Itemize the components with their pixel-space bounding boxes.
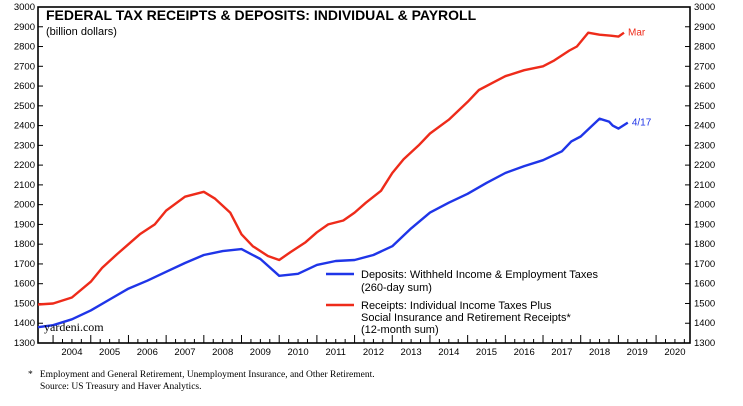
y-tick-label-right: 2000 (694, 200, 715, 211)
x-axis: 2004 2005 2006 2007 2008 2009 2010 2011 2012 2013… (52, 335, 685, 358)
x-tick-label: 2015 (476, 347, 497, 358)
x-tick-label: 2006 (137, 347, 158, 358)
y-tick-label-left: 1600 (14, 279, 35, 290)
x-tick-label: 2017 (551, 347, 572, 358)
x-tick-label: 2013 (401, 347, 422, 358)
legend-label-deposits: Deposits: Withheld Income & Employment T… (361, 269, 599, 281)
series-line-receipts (37, 31, 625, 306)
y-tick-label-right: 2500 (694, 101, 715, 112)
end-label-receipts: Mar (628, 28, 646, 39)
chart: 1300 1400 1500 1600 1700 1800 1900 2000 2100 2200… (14, 2, 715, 358)
y-tick-label-left: 2500 (14, 101, 35, 112)
y-tick-label-right: 1800 (694, 239, 715, 250)
x-tick-label: 2007 (174, 347, 195, 358)
y-tick-label-left: 2300 (14, 140, 35, 151)
y-tick-label-right: 2300 (694, 140, 715, 151)
y-axis-left: 1300 1400 1500 1600 1700 1800 1900 2000 2100 2200… (14, 2, 43, 349)
x-tick-label: 2004 (61, 347, 82, 358)
y-tick-label-right: 1700 (694, 259, 715, 270)
y-tick-label-left: 1500 (14, 298, 35, 309)
watermark: yardeni.com (44, 320, 104, 334)
y-tick-label-left: 1900 (14, 219, 35, 230)
series-line-deposits (37, 117, 629, 329)
legend-label-receipts-line2: Social Insurance and Retirement Receipts… (361, 312, 571, 324)
legend-label-receipts-line3: (12-month sum) (361, 324, 439, 336)
footnote-text: Employment and General Retirement, Unemp… (39, 370, 375, 380)
y-tick-label-left: 2700 (14, 61, 35, 72)
x-tick-label: 2005 (99, 347, 120, 358)
y-tick-label-left: 2600 (14, 81, 35, 92)
footnote-source: Source: US Treasury and Haver Analytics. (40, 382, 201, 392)
y-tick-label-left: 1400 (14, 318, 35, 329)
y-tick-label-left: 2000 (14, 200, 35, 211)
y-tick-label-right: 3000 (694, 2, 715, 13)
x-tick-label: 2010 (287, 347, 308, 358)
y-tick-label-right: 2700 (694, 61, 715, 72)
x-tick-label: 2012 (363, 347, 384, 358)
y-tick-label-left: 2900 (14, 22, 35, 33)
y-tick-label-left: 1700 (14, 259, 35, 270)
y-tick-label-left: 1300 (14, 338, 35, 349)
y-tick-label-left: 2200 (14, 160, 35, 171)
y-tick-label-left: 2800 (14, 42, 35, 53)
y-tick-label-right: 1900 (694, 219, 715, 230)
y-tick-label-right: 1600 (694, 279, 715, 290)
x-tick-label: 2008 (212, 347, 233, 358)
end-label-deposits: 4/17 (632, 118, 652, 129)
plot-area (37, 6, 691, 344)
y-tick-label-right: 2600 (694, 81, 715, 92)
y-tick-label-left: 2400 (14, 121, 35, 132)
y-axis-right: 1300 1400 1500 1600 1700 1800 1900 2000 2100 2200… (685, 2, 715, 349)
chart-title: FEDERAL TAX RECEIPTS & DEPOSITS: INDIVID… (46, 7, 477, 23)
source-text: Source: US Treasury and Haver Analytics. (40, 382, 202, 392)
x-tick-label: 2014 (438, 347, 459, 358)
x-tick-label: 2020 (664, 347, 685, 358)
x-tick-label: 2009 (250, 347, 271, 358)
y-tick-label-right: 2900 (694, 22, 715, 33)
footnote-line1: * Employment and General Retirement, Une… (28, 370, 375, 380)
y-tick-label-right: 1500 (694, 298, 715, 309)
x-tick-label: 2018 (589, 347, 610, 358)
legend-label-deposits-line2: (260-day sum) (361, 282, 432, 294)
y-tick-label-right: 2100 (694, 180, 715, 191)
y-tick-label-left: 2100 (14, 180, 35, 191)
legend: Deposits: Withheld Income & Employment T… (326, 269, 599, 336)
x-tick-label: 2019 (627, 347, 648, 358)
y-tick-label-left: 1800 (14, 239, 35, 250)
footnote-marker: * (28, 370, 33, 380)
y-tick-label-right: 2800 (694, 42, 715, 53)
y-tick-label-right: 1300 (694, 338, 715, 349)
series-lines: 4/17 Mar (37, 28, 652, 329)
y-tick-label-right: 2200 (694, 160, 715, 171)
chart-subtitle: (billion dollars) (46, 26, 117, 38)
y-tick-label-left: 3000 (14, 2, 35, 13)
y-tick-label-right: 1400 (694, 318, 715, 329)
y-tick-label-right: 2400 (694, 121, 715, 132)
x-tick-label: 2016 (514, 347, 535, 358)
x-tick-label: 2011 (326, 347, 346, 358)
legend-label-receipts: Receipts: Individual Income Taxes Plus (361, 300, 552, 312)
